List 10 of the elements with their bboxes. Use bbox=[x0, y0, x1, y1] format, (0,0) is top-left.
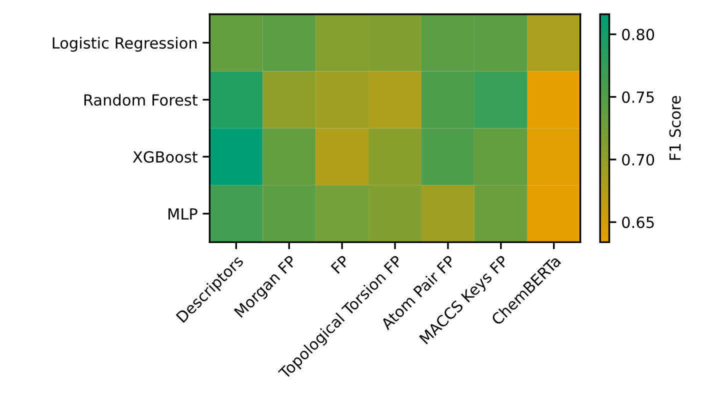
color-bar-label: 0.65 bbox=[622, 216, 654, 228]
color-bar-label: 0.70 bbox=[622, 154, 654, 166]
y-tick-label: Random Forest bbox=[84, 94, 198, 106]
x-tick-label: FP bbox=[330, 254, 350, 274]
y-tick-label: MLP bbox=[168, 208, 198, 220]
color-bar-label: 0.80 bbox=[622, 28, 654, 40]
y-tick-label: Logistic Regression bbox=[52, 36, 197, 52]
y-tick-label: XGBoost bbox=[132, 151, 198, 163]
color-bar-label: 0.75 bbox=[622, 91, 654, 103]
color-bar-title: F1 Score bbox=[669, 96, 681, 160]
